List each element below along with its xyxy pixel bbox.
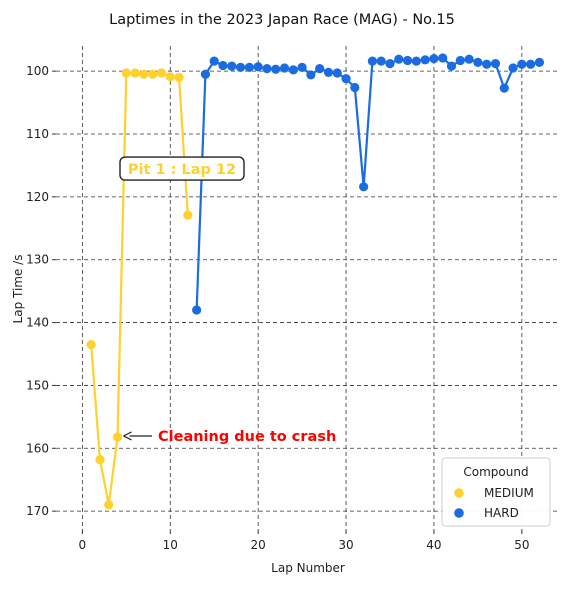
pit-annotation-box xyxy=(119,156,245,181)
crash-annotation-text: Cleaning due to crash xyxy=(158,429,336,445)
data-point xyxy=(279,63,290,73)
data-point xyxy=(350,82,360,93)
data-point xyxy=(359,182,369,192)
legend-label: HARD xyxy=(484,506,519,520)
data-point xyxy=(192,305,202,315)
data-point xyxy=(288,65,298,75)
crash-annotation-arrow-head xyxy=(123,431,132,441)
series-line xyxy=(195,56,540,311)
data-point xyxy=(402,55,413,66)
x-tick-label: 50 xyxy=(514,538,529,552)
x-tick-label: 20 xyxy=(251,538,266,552)
data-point xyxy=(262,64,272,74)
data-point xyxy=(86,339,96,350)
data-point xyxy=(183,210,193,220)
x-tick-label: 40 xyxy=(426,538,441,552)
y-tick-label: 170 xyxy=(26,504,49,518)
legend-box xyxy=(441,457,551,527)
data-point xyxy=(235,62,246,72)
data-point xyxy=(455,55,465,66)
data-point xyxy=(394,54,404,64)
x-axis-label: Lap Number xyxy=(271,561,345,575)
data-point xyxy=(271,64,281,74)
data-point xyxy=(508,63,518,73)
data-point xyxy=(315,64,325,74)
data-point xyxy=(332,68,342,78)
data-point xyxy=(367,56,378,66)
data-point xyxy=(104,500,114,510)
data-point xyxy=(482,59,492,69)
series-medium xyxy=(86,68,193,510)
data-point xyxy=(438,53,448,63)
data-point xyxy=(517,59,527,69)
data-point xyxy=(209,56,219,66)
data-point xyxy=(341,74,351,84)
data-point xyxy=(446,61,457,71)
data-point xyxy=(227,61,237,71)
data-point xyxy=(139,69,149,79)
data-point xyxy=(323,67,334,77)
y-tick-label: 150 xyxy=(26,378,49,392)
data-point xyxy=(376,56,386,66)
data-point xyxy=(121,68,131,78)
chart-title: Laptimes in the 2023 Japan Race (MAG) - … xyxy=(109,12,455,28)
data-point xyxy=(534,57,545,67)
legend-marker xyxy=(454,488,464,498)
data-point xyxy=(464,54,474,64)
data-point xyxy=(411,56,421,66)
axis-ticks: 0 10 20 30 40 50 100 110 120 130 140 150 160 170 xyxy=(26,64,529,552)
legend-marker xyxy=(454,508,464,518)
series-hard xyxy=(192,53,545,315)
y-tick-label: 110 xyxy=(26,127,49,141)
data-point xyxy=(148,69,158,79)
data-point xyxy=(385,59,395,69)
x-tick-label: 0 xyxy=(79,538,87,552)
data-point xyxy=(112,432,123,442)
x-tick-label: 30 xyxy=(338,538,353,552)
y-tick-label: 100 xyxy=(26,64,49,78)
y-axis-label: Lap Time /s xyxy=(11,255,25,324)
data-point xyxy=(156,68,167,78)
pit-annotation-text: Pit 1 : Lap 12 xyxy=(128,162,236,178)
data-point xyxy=(306,70,316,80)
data-point xyxy=(499,83,509,93)
data-point xyxy=(174,72,184,83)
data-point xyxy=(297,62,307,72)
series-layer xyxy=(86,53,545,510)
data-point xyxy=(473,57,483,67)
data-point xyxy=(420,55,430,65)
x-tick-label: 10 xyxy=(163,538,178,552)
data-point xyxy=(95,455,105,465)
y-tick-label: 160 xyxy=(26,441,49,455)
data-point xyxy=(244,62,254,72)
y-tick-label: 140 xyxy=(26,316,49,330)
legend-title: Compound xyxy=(463,465,528,479)
data-point xyxy=(490,59,501,69)
data-point xyxy=(429,53,439,64)
data-point xyxy=(200,69,211,79)
annotations: Pit 1 : Lap 12 Cleaning due to crash xyxy=(119,156,336,445)
data-point xyxy=(218,60,228,71)
legend-label: MEDIUM xyxy=(484,486,534,500)
y-tick-label: 130 xyxy=(26,253,49,267)
grid-lines xyxy=(56,46,557,530)
data-point xyxy=(253,62,263,72)
data-point xyxy=(526,59,536,69)
data-point xyxy=(165,72,175,82)
data-point xyxy=(130,68,140,78)
y-tick-label: 120 xyxy=(26,190,49,204)
legend: Compound MEDIUM HARD xyxy=(441,457,551,527)
